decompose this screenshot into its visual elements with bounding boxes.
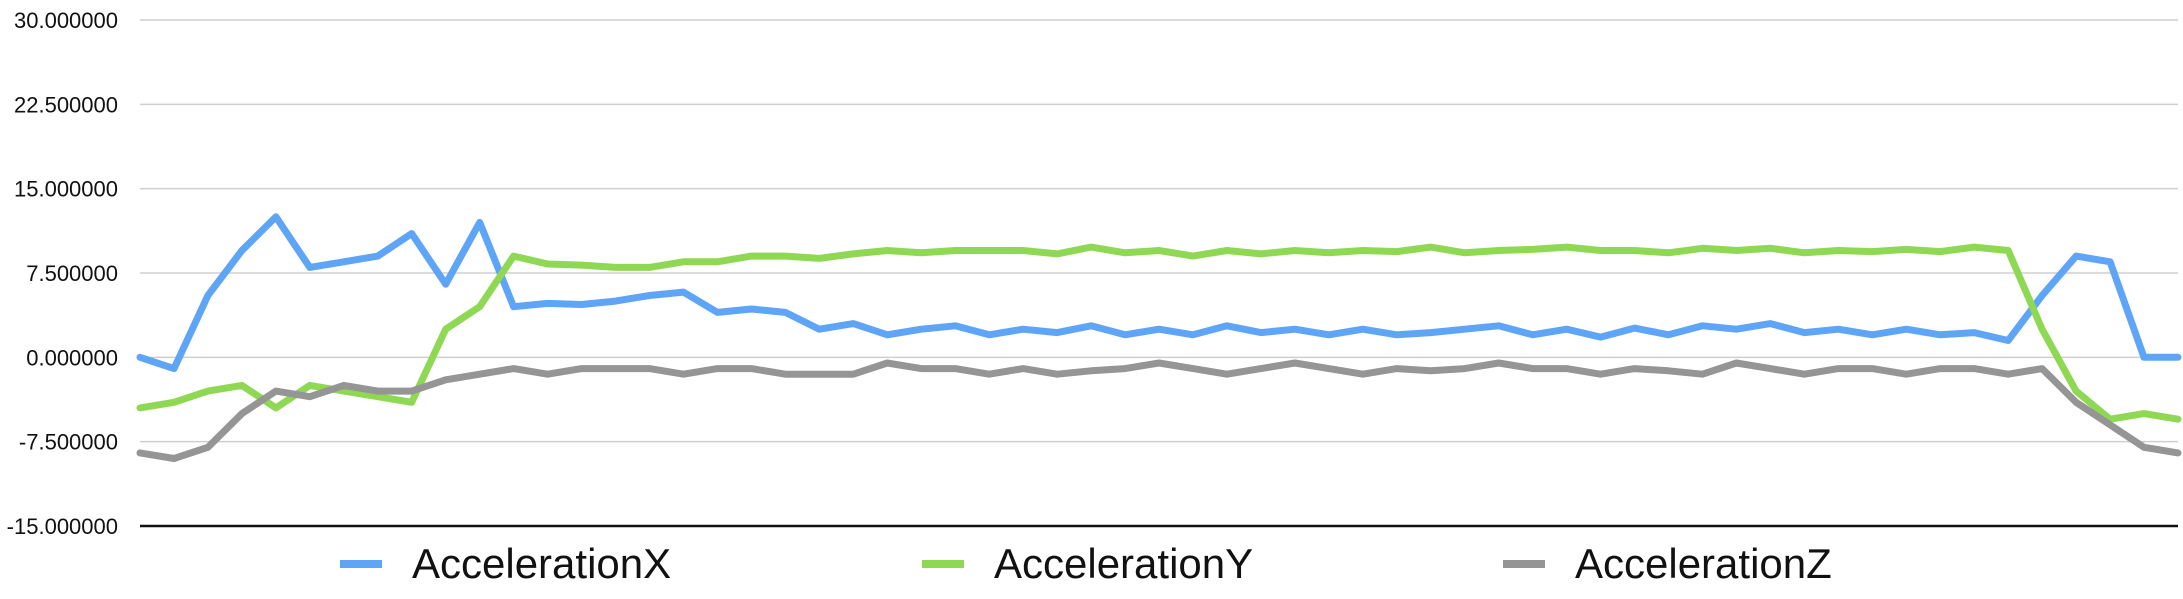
grid-layer: [140, 19, 2178, 443]
series-line-accelerationy: [136, 243, 2182, 423]
series-line-accelerationx: [136, 213, 2182, 373]
y-tick-label: 0.000000: [26, 345, 118, 370]
y-tick-label: -7.500000: [19, 430, 118, 455]
y-axis-ticks: 30.000000 22.500000 15.000000 7.500000 0.000…: [7, 8, 118, 539]
legend-item-accelerationx: AccelerationX: [340, 540, 671, 587]
legend-label: AccelerationY: [994, 540, 1253, 587]
y-tick-label: -15.000000: [7, 514, 118, 539]
legend-label: AccelerationZ: [1575, 540, 1832, 587]
legend-label: AccelerationX: [412, 540, 671, 587]
y-tick-label: 22.500000: [14, 92, 118, 117]
y-tick-label: 7.500000: [26, 261, 118, 286]
legend-item-accelerationz: AccelerationZ: [1503, 540, 1832, 587]
series-line-accelerationz: [136, 359, 2182, 462]
legend: AccelerationX AccelerationY AccelerationZ: [340, 540, 1832, 587]
y-tick-label: 30.000000: [14, 8, 118, 33]
y-tick-label: 15.000000: [14, 177, 118, 202]
legend-item-accelerationy: AccelerationY: [922, 540, 1253, 587]
series-layer: [136, 213, 2182, 462]
